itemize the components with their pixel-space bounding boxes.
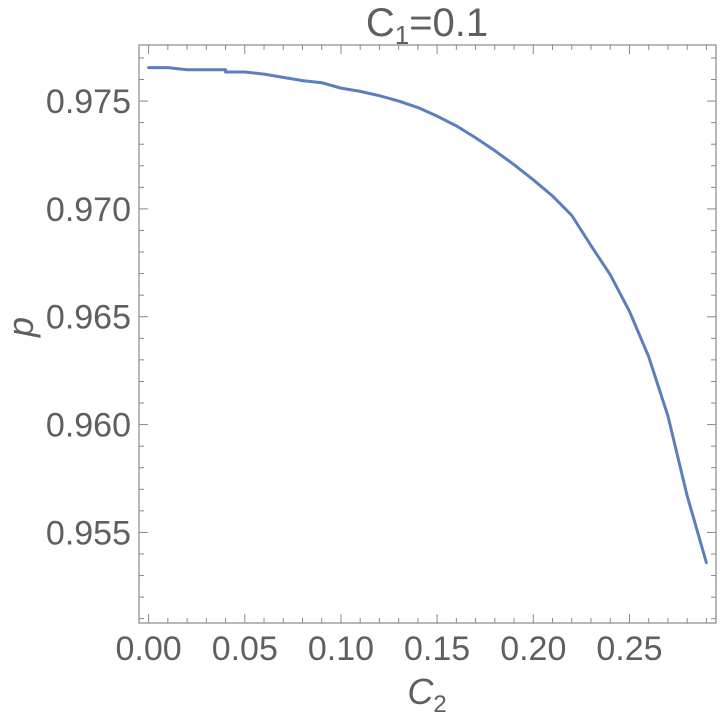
plot-frame <box>138 44 717 624</box>
x-axis-label: C2 <box>407 671 446 716</box>
series-line <box>147 66 708 565</box>
x-tick-label: 0.00 <box>116 630 182 668</box>
series-group <box>147 66 708 565</box>
tick-marks-group <box>139 45 716 623</box>
chart-title: C1=0.1 <box>366 1 488 50</box>
x-tick-label: 0.15 <box>404 630 470 668</box>
y-tick-label: 0.955 <box>46 514 131 552</box>
y-tick-label: 0.965 <box>46 299 131 337</box>
y-tick-label: 0.970 <box>46 191 131 229</box>
x-tick-label: 0.20 <box>500 630 566 668</box>
y-tick-label: 0.960 <box>46 407 131 445</box>
y-tick-label: 0.975 <box>46 83 131 121</box>
y-axis-label: p <box>0 317 41 338</box>
x-tick-label: 0.10 <box>308 630 374 668</box>
x-tick-label: 0.25 <box>596 630 662 668</box>
tick-labels-group: 0.00 0.05 0.10 0.15 0.20 0.25 0.955 0.960 0.965 0… <box>46 83 663 668</box>
x-tick-label: 0.05 <box>212 630 278 668</box>
plot-frame-group <box>138 44 717 624</box>
